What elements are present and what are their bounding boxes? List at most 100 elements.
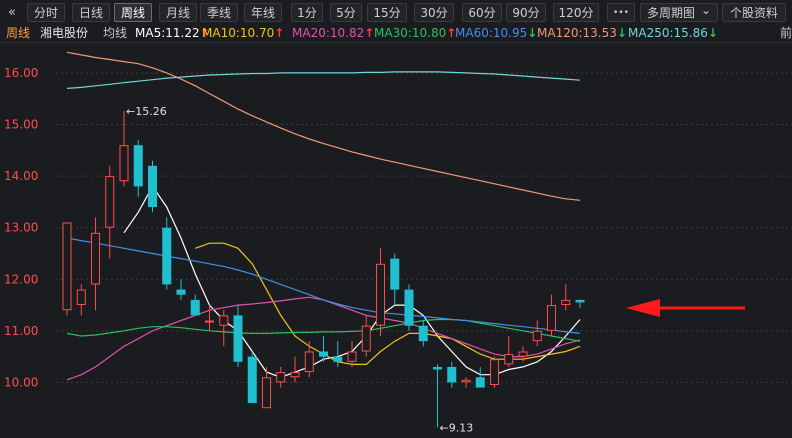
candle-body-down [233, 315, 243, 362]
period-tab-12[interactable]: 120分 [553, 3, 599, 22]
ma-legend-text: MA250:15.86 [628, 26, 708, 40]
ma-legend-item-1: MA10:10.70↑ [202, 24, 284, 42]
candle-body-up [262, 377, 271, 409]
ma-legend-text: MA10:10.70 [202, 26, 275, 40]
candle-body-up [62, 222, 72, 311]
kline-chart-svg[interactable]: 10.00 11.00 12.00 13.00 14.00 15.00 16.00 ←15.2… [0, 42, 792, 438]
ma-legend-text: MA120:13.53 [537, 26, 617, 40]
y-tick-label: 16.00 [4, 66, 38, 80]
ma-line-ma250 [66, 71, 581, 89]
ma-legend-item-3: MA30:10.80↑ [374, 24, 456, 42]
ma-legend-item-4: MA60:10.95↓ [455, 24, 537, 42]
candle-body-down [319, 351, 328, 357]
period-tab-6[interactable]: 1分 [291, 3, 323, 22]
candle-body-down [433, 366, 442, 370]
candle-body-up [219, 315, 229, 326]
ma-line-ma60 [66, 237, 581, 334]
candle-body-up [105, 176, 115, 228]
candle-body-up [490, 359, 499, 386]
candle-body-down [333, 356, 343, 362]
y-tick-label: 13.00 [4, 221, 38, 235]
ma-legend-item-6: MA250:15.86↓ [628, 24, 718, 42]
candle-body-down [190, 299, 200, 316]
candle-body-up [76, 289, 86, 306]
y-tick-label: 15.00 [4, 118, 38, 132]
period-tab-5[interactable]: 年线 [244, 3, 282, 22]
candle-body-up [461, 379, 471, 383]
candle-body-down [133, 145, 143, 187]
period-tab-2[interactable]: 周线 [114, 3, 152, 22]
more-button[interactable]: ••• [607, 3, 635, 22]
candle-body-up [547, 305, 556, 331]
candle-body-up [376, 263, 385, 326]
ma-line-ma30 [66, 318, 581, 342]
candle-body-up [119, 145, 129, 182]
y-tick-label: 12.00 [4, 272, 38, 286]
ma-legend-text: MA30:10.80 [374, 26, 447, 40]
candle-body-up [290, 372, 300, 378]
candle-body-up [361, 325, 371, 352]
period-tab-11[interactable]: 90分 [506, 3, 546, 22]
kline-chart[interactable]: 10.00 11.00 12.00 13.00 14.00 15.00 16.00 ←15.2… [0, 42, 792, 438]
extreme-price-label: ←9.13 [440, 421, 474, 434]
period-label: 周线 [6, 26, 31, 40]
candle-body-up [91, 232, 100, 285]
candle-body-down [404, 289, 414, 326]
multi-period-dropdown[interactable]: 多周期图 ⌄ [640, 3, 718, 22]
y-tick-label: 11.00 [4, 324, 38, 338]
arrow-down-icon: ↓ [527, 26, 538, 40]
candle-body-up [205, 320, 214, 323]
ma-legend-bar: 周线 湘电股份 均线 前 MA5:11.22↑ MA10:10.70↑ MA20:1… [0, 24, 792, 42]
candle-body-down [390, 258, 400, 290]
avg-line-label[interactable]: 均线 [103, 26, 128, 40]
period-toolbar: « 分时 日线 周线 月线 季线 年线 1分 5分 15分 30分 60分 90分 120分 ••• 多周期… [0, 0, 792, 24]
y-tick-label: 14.00 [4, 169, 38, 183]
arrow-up-icon: ↑ [364, 26, 375, 40]
y-tick-label: 10.00 [4, 375, 38, 389]
right-truncated-label: 前 [780, 26, 792, 40]
ma-legend-text: MA60:10.95 [455, 26, 528, 40]
period-tab-8[interactable]: 15分 [367, 3, 407, 22]
period-tab-1[interactable]: 日线 [72, 3, 110, 22]
candle-body-up [518, 351, 528, 357]
candle-body-down [447, 366, 457, 383]
pointer-arrow-head [626, 299, 660, 317]
ma-legend-item-5: MA120:13.53↓ [537, 24, 627, 42]
header-separator [0, 42, 792, 43]
ma-legend-text: MA20:10.82 [292, 26, 365, 40]
stock-name: 湘电股份 [40, 26, 89, 40]
period-tab-10[interactable]: 60分 [462, 3, 502, 22]
period-tab-4[interactable]: 季线 [200, 3, 238, 22]
arrow-up-icon: ↑ [274, 26, 285, 40]
candle-body-down [575, 299, 585, 303]
candle-body-up [276, 372, 286, 383]
candle-body-down [148, 165, 157, 208]
candle-body-up [532, 330, 542, 342]
period-tab-9[interactable]: 30分 [414, 3, 454, 22]
multi-period-label: 多周期图 [647, 6, 696, 20]
arrow-down-icon: ↓ [707, 26, 718, 40]
candle-body-up [304, 351, 314, 373]
ma-legend-text: MA5:11.22 [135, 26, 200, 40]
candle-body-down [475, 377, 485, 388]
period-tab-0[interactable]: 分时 [27, 3, 65, 22]
collapse-icon[interactable]: « [8, 5, 16, 20]
ma-line-ma120 [66, 51, 581, 201]
arrow-up-icon: ↑ [446, 26, 457, 40]
extreme-price-label: ←15.26 [126, 105, 167, 118]
candle-body-up [561, 299, 571, 306]
period-tab-7[interactable]: 5分 [330, 3, 362, 22]
ma-legend-item-2: MA20:10.82↑ [292, 24, 374, 42]
candle-body-down [176, 289, 186, 295]
candle-body-up [347, 351, 357, 362]
candle-body-down [418, 325, 428, 342]
stock-profile-button[interactable]: 个股资料 [722, 3, 786, 22]
chevron-down-icon: ⌄ [700, 3, 711, 17]
candle-body-up [504, 354, 514, 365]
arrow-down-icon: ↓ [616, 26, 627, 40]
arrow-up-icon: ↑ [199, 26, 210, 40]
ma-legend-item-0: MA5:11.22↑ [135, 24, 210, 42]
candle-body-down [247, 356, 257, 404]
candle-body-down [162, 227, 172, 285]
period-tab-3[interactable]: 月线 [159, 3, 197, 22]
